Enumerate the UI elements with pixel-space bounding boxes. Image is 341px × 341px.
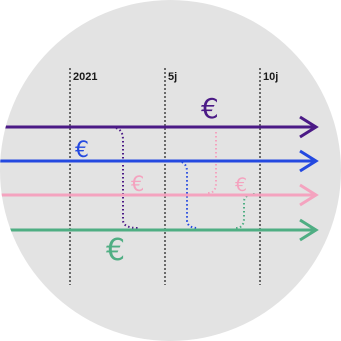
transfer-curve-blue	[177, 160, 199, 229]
transfer-curve-purple	[115, 127, 139, 229]
euro-icon: €	[235, 174, 247, 196]
timeline-label-5j: 5j	[168, 71, 177, 83]
arrow-head-icon	[299, 115, 319, 139]
timeline-gridlines	[69, 68, 261, 285]
euro-icon: €	[75, 138, 89, 163]
arrow-head-icon	[299, 149, 319, 173]
euro-icon: €	[131, 172, 144, 196]
arrow-head-icon	[299, 218, 319, 242]
euro-icon: €	[201, 92, 219, 125]
timeline-label-start: 2021	[73, 71, 97, 83]
pink-lane	[0, 183, 319, 207]
green-lane	[0, 218, 319, 242]
euro-icon: €	[106, 233, 125, 268]
timeline-label-10j: 10j	[263, 71, 278, 83]
transfer-curve-pink	[207, 130, 217, 194]
arrow-head-icon	[299, 183, 319, 207]
purple-lane	[0, 115, 319, 139]
blue-lane	[0, 149, 319, 173]
